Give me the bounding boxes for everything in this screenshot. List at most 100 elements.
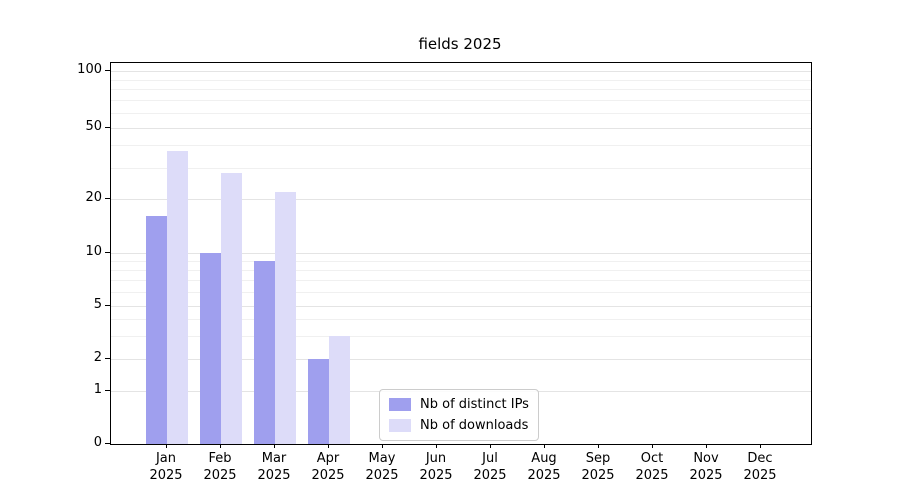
x-tick-label-oct: Oct 2025 [622, 450, 682, 484]
legend: Nb of distinct IPs Nb of downloads [379, 389, 539, 441]
x-tick-mark [544, 444, 545, 448]
x-tick-label-jan: Jan 2025 [136, 450, 196, 484]
x-tick-mark [760, 444, 761, 448]
y-tick-mark [105, 252, 110, 253]
major-gridline [111, 253, 811, 254]
bar-downloads-apr [329, 335, 350, 444]
y-tick-label: 100 [77, 62, 102, 77]
x-tick-month: Mar [261, 451, 287, 466]
x-tick-month: Sep [585, 451, 611, 466]
y-tick-mark [105, 390, 110, 391]
y-tick-label: 5 [93, 297, 102, 312]
x-tick-year: 2025 [689, 468, 723, 483]
bar-distinct-ips-mar [254, 261, 275, 444]
minor-gridline [111, 261, 811, 263]
x-tick-year: 2025 [527, 468, 561, 483]
x-tick-month: Apr [316, 451, 340, 466]
major-gridline [111, 128, 811, 129]
y-tick-mark [105, 358, 110, 359]
major-gridline [111, 359, 811, 360]
y-tick-mark [105, 305, 110, 306]
plot-area: Nb of distinct IPs Nb of downloads [110, 62, 812, 445]
legend-item-distinct-ips: Nb of distinct IPs [389, 397, 529, 412]
x-tick-label-apr: Apr 2025 [298, 450, 358, 484]
x-tick-mark [706, 444, 707, 448]
x-tick-month: Jun [425, 451, 447, 466]
bar-downloads-jan [167, 151, 188, 444]
x-tick-year: 2025 [581, 468, 615, 483]
x-tick-year: 2025 [149, 468, 183, 483]
chart-title: fields 2025 [418, 35, 502, 53]
x-tick-year: 2025 [743, 468, 777, 483]
x-tick-mark [598, 444, 599, 448]
x-tick-month: Dec [747, 451, 773, 466]
x-tick-label-feb: Feb 2025 [190, 450, 250, 484]
y-tick-mark [105, 198, 110, 199]
x-tick-label-mar: Mar 2025 [244, 450, 304, 484]
legend-swatch-downloads [389, 419, 411, 432]
y-tick-label: 1 [93, 382, 102, 397]
y-tick-label: 50 [85, 119, 102, 134]
x-tick-mark [166, 444, 167, 448]
x-tick-month: Feb [208, 451, 232, 466]
bar-downloads-mar [275, 191, 296, 444]
x-tick-mark [220, 444, 221, 448]
x-tick-label-sep: Sep 2025 [568, 450, 628, 484]
minor-gridline [111, 318, 811, 320]
x-tick-mark [436, 444, 437, 448]
x-tick-label-nov: Nov 2025 [676, 450, 736, 484]
x-tick-mark [490, 444, 491, 448]
minor-gridline [111, 167, 811, 169]
x-tick-month: Aug [531, 451, 557, 466]
x-tick-year: 2025 [365, 468, 399, 483]
minor-gridline [111, 335, 811, 337]
x-tick-label-dec: Dec 2025 [730, 450, 790, 484]
minor-gridline [111, 100, 811, 102]
minor-gridline [111, 280, 811, 282]
x-tick-mark [652, 444, 653, 448]
x-tick-label-jun: Jun 2025 [406, 450, 466, 484]
x-tick-year: 2025 [257, 468, 291, 483]
x-tick-month: Oct [640, 451, 664, 466]
legend-item-downloads: Nb of downloads [389, 418, 529, 433]
major-gridline [111, 306, 811, 307]
x-tick-mark [328, 444, 329, 448]
legend-label-distinct-ips: Nb of distinct IPs [420, 397, 529, 412]
major-gridline [111, 199, 811, 200]
x-tick-label-aug: Aug 2025 [514, 450, 574, 484]
x-tick-month: May [368, 451, 396, 466]
bar-distinct-ips-apr [308, 359, 329, 444]
y-tick-label: 0 [93, 435, 102, 450]
minor-gridline [111, 292, 811, 294]
x-tick-label-may: May 2025 [352, 450, 412, 484]
x-tick-mark [274, 444, 275, 448]
y-tick-label: 20 [85, 190, 102, 205]
x-tick-month: Nov [693, 451, 719, 466]
x-tick-year: 2025 [203, 468, 237, 483]
y-tick-mark [105, 127, 110, 128]
major-gridline [111, 71, 811, 72]
x-tick-month: Jul [482, 451, 498, 466]
y-tick-mark [105, 70, 110, 71]
x-tick-mark [382, 444, 383, 448]
legend-swatch-distinct-ips [389, 398, 411, 411]
bar-distinct-ips-jan [146, 216, 167, 444]
minor-gridline [111, 270, 811, 272]
x-tick-month: Jan [155, 451, 177, 466]
x-tick-label-jul: Jul 2025 [460, 450, 520, 484]
minor-gridline [111, 89, 811, 91]
x-tick-year: 2025 [635, 468, 669, 483]
legend-label-downloads: Nb of downloads [420, 418, 529, 433]
x-tick-year: 2025 [419, 468, 453, 483]
minor-gridline [111, 79, 811, 81]
x-tick-year: 2025 [311, 468, 345, 483]
y-tick-label: 2 [93, 350, 102, 365]
x-tick-year: 2025 [473, 468, 507, 483]
y-tick-mark [105, 443, 110, 444]
minor-gridline [111, 113, 811, 114]
bar-downloads-feb [221, 172, 242, 444]
bar-distinct-ips-feb [200, 253, 221, 444]
y-tick-label: 10 [85, 244, 102, 259]
minor-gridline [111, 145, 811, 147]
